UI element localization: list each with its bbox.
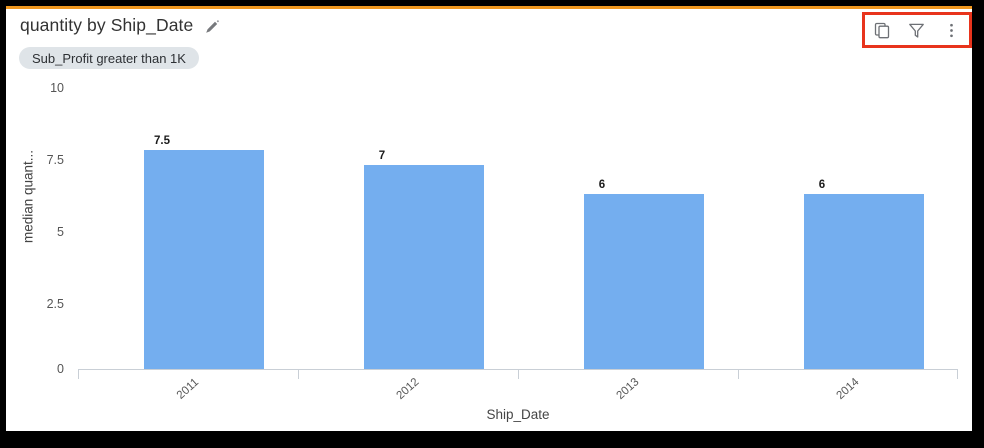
x-axis-tick bbox=[738, 370, 739, 379]
bar-2014[interactable] bbox=[804, 193, 924, 369]
bar-2013[interactable] bbox=[584, 193, 704, 369]
filter-icon[interactable] bbox=[904, 17, 930, 43]
x-tick-label-2012: 2012 bbox=[394, 375, 422, 403]
card-toolbar bbox=[865, 15, 969, 45]
more-options-icon[interactable] bbox=[939, 17, 965, 43]
x-axis-tick bbox=[518, 370, 519, 379]
x-axis-tick bbox=[78, 370, 79, 379]
bar-value-label: 7.5 bbox=[154, 135, 170, 147]
title-row: quantity by Ship_Date bbox=[20, 15, 221, 36]
bar-2012[interactable] bbox=[364, 164, 484, 369]
y-tick-label: 0 bbox=[57, 362, 64, 376]
y-tick-label: 5 bbox=[57, 225, 64, 239]
filter-pill-label: Sub_Profit greater than 1K bbox=[32, 50, 186, 66]
x-axis-tick bbox=[957, 370, 958, 379]
x-tick-label-2013: 2013 bbox=[614, 375, 642, 403]
x-axis-title: Ship_Date bbox=[486, 407, 550, 422]
x-axis-tick bbox=[298, 370, 299, 379]
pencil-icon[interactable] bbox=[203, 18, 221, 36]
duplicate-icon[interactable] bbox=[869, 17, 895, 43]
page-title: quantity by Ship_Date bbox=[20, 15, 194, 35]
plot-area bbox=[78, 77, 958, 369]
bar-value-label: 6 bbox=[818, 179, 826, 191]
y-tick-label: 2.5 bbox=[46, 297, 64, 311]
filter-pill-badge[interactable]: Sub_Profit greater than 1K bbox=[19, 47, 199, 69]
y-tick-label: 7.5 bbox=[46, 153, 64, 167]
bar-value-label: 7 bbox=[378, 150, 386, 162]
toolbar-highlight-box bbox=[862, 12, 972, 48]
visualization-card: quantity by Ship_Date Sub_Profit greater… bbox=[6, 6, 972, 431]
bar-value-label: 6 bbox=[598, 179, 606, 191]
bar-2011[interactable] bbox=[144, 150, 264, 369]
accent-bar bbox=[6, 6, 972, 9]
x-axis-baseline bbox=[78, 369, 958, 370]
x-tick-label-2011: 2011 bbox=[174, 376, 202, 402]
x-tick-label-2014: 2014 bbox=[834, 375, 862, 403]
card-header: quantity by Ship_Date Sub_Profit greater… bbox=[6, 9, 972, 71]
bar-chart: median quant... 10 7.5 5 2.5 0 7.5 7 6 6 bbox=[6, 71, 972, 431]
y-tick-label: 10 bbox=[50, 81, 64, 95]
